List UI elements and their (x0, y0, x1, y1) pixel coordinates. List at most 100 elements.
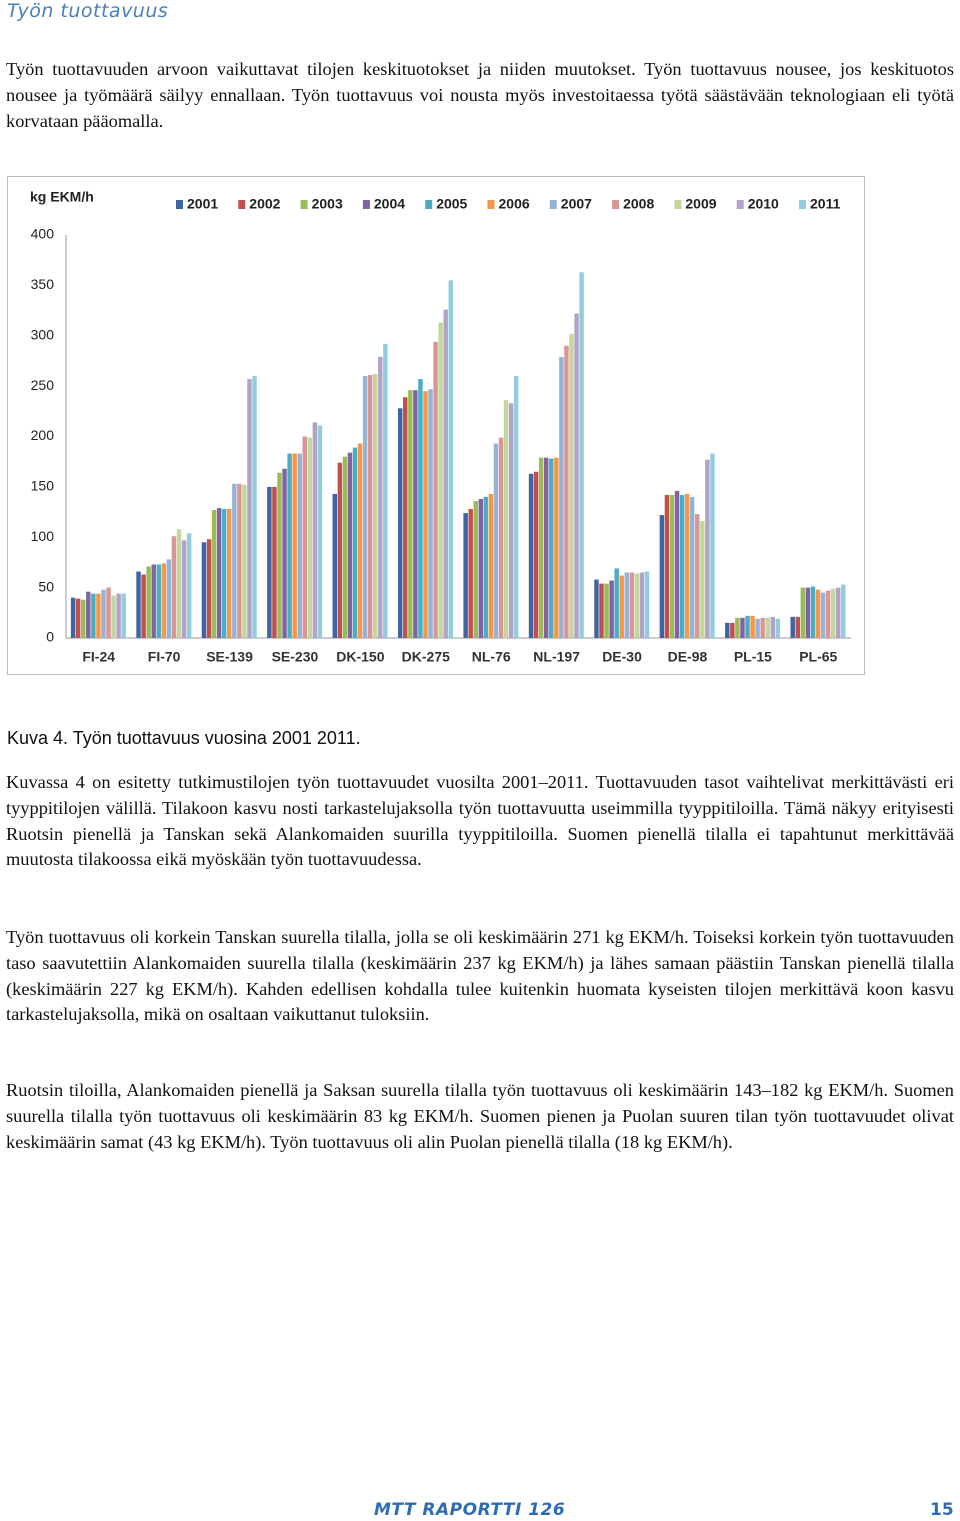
legend-label: 2001 (187, 196, 218, 212)
bar (725, 622, 730, 638)
bar (488, 493, 494, 638)
bar (644, 571, 650, 638)
bar (367, 375, 373, 638)
bar (528, 473, 534, 638)
bar (790, 616, 795, 638)
bar (639, 572, 645, 638)
bar (282, 468, 287, 638)
x-tick-label: SE-230 (272, 649, 319, 665)
bar (101, 589, 106, 638)
bar (559, 356, 564, 638)
bar (594, 579, 599, 638)
bar (221, 509, 227, 638)
bar (674, 490, 680, 638)
bar (216, 508, 222, 638)
bar (599, 583, 604, 638)
x-tick-label: FI-24 (82, 649, 115, 665)
bar (468, 509, 473, 638)
bar (91, 593, 96, 638)
bar (705, 459, 710, 638)
y-tick-label: 50 (38, 578, 54, 594)
bar (81, 599, 86, 638)
bar (347, 452, 353, 638)
chart: kg EKM/h 0 50 100 150 200 250 300 350 400 2001 200… (30, 189, 851, 665)
bar (755, 618, 760, 638)
bar (609, 580, 614, 638)
legend-swatch (736, 200, 744, 209)
bar (438, 322, 443, 638)
legend-label: 2004 (374, 196, 405, 212)
x-tick-label: NL-197 (533, 649, 580, 665)
bar (483, 496, 489, 638)
paragraph: Työn tuottavuuden arvoon vaikuttavat til… (6, 59, 954, 131)
legend-swatch (300, 200, 308, 209)
y-tick-label: 350 (31, 276, 55, 292)
bar (121, 593, 126, 638)
bar (423, 391, 428, 638)
bar (775, 618, 781, 638)
y-tick-label: 0 (46, 629, 54, 645)
bar (307, 437, 313, 638)
bar (830, 588, 836, 638)
bar (433, 341, 438, 638)
legend-swatch (238, 200, 246, 209)
x-tick-label: DE-30 (602, 649, 642, 665)
bar (800, 587, 806, 638)
legend-label: 2005 (436, 196, 467, 212)
x-tick-label: DE-98 (668, 649, 708, 665)
legend-swatch (362, 200, 370, 209)
bar (302, 436, 307, 638)
bar (710, 453, 715, 638)
bar (735, 617, 740, 638)
bar (795, 616, 800, 638)
legend-swatch (549, 200, 557, 209)
bar (186, 533, 192, 638)
y-tick-label: 200 (31, 427, 55, 443)
bar (403, 397, 408, 638)
bar (237, 483, 242, 638)
bar (141, 574, 146, 638)
bar (242, 484, 247, 638)
bar (664, 494, 670, 638)
publication-name: MTT RAPORTTI 126 (374, 1500, 566, 1520)
y-axis-label: kg EKM/h (30, 189, 94, 205)
x-tick-label: DK-150 (336, 649, 384, 665)
bar (689, 496, 695, 638)
bar (478, 498, 484, 638)
bar (176, 529, 182, 638)
bar (825, 590, 831, 638)
bar (695, 514, 700, 638)
bar (106, 587, 111, 638)
bar (745, 615, 750, 638)
bar (156, 564, 161, 638)
x-tick-label: NL-76 (472, 649, 511, 665)
legend-label: 2003 (312, 196, 343, 212)
legend-label: 2002 (249, 196, 280, 212)
bar (543, 457, 549, 638)
bar (357, 443, 363, 638)
bar (750, 615, 755, 638)
bar (513, 376, 519, 638)
bar (116, 593, 121, 638)
bar (267, 486, 272, 638)
legend-swatch (674, 200, 682, 209)
bar (493, 443, 499, 638)
bar (272, 486, 277, 638)
bar (503, 400, 509, 638)
bar (206, 539, 212, 638)
bar (448, 280, 453, 638)
bar (820, 592, 826, 638)
bar (579, 272, 584, 638)
paragraph: Kuvassa 4 on esitetty tutkimustilojen ty… (6, 772, 954, 870)
paragraph: Ruotsin tiloilla, Alankomaiden pienellä … (6, 1080, 954, 1152)
bar (634, 573, 640, 638)
bar (277, 472, 282, 638)
bar (201, 542, 207, 638)
x-tick-label: DK-275 (402, 649, 450, 665)
bar (383, 343, 388, 638)
bar (413, 390, 418, 638)
bar (679, 494, 685, 638)
chart-frame: kg EKM/h 0 50 100 150 200 250 300 350 400 2001 200… (7, 176, 865, 675)
bar (342, 456, 348, 638)
bar (166, 559, 172, 638)
